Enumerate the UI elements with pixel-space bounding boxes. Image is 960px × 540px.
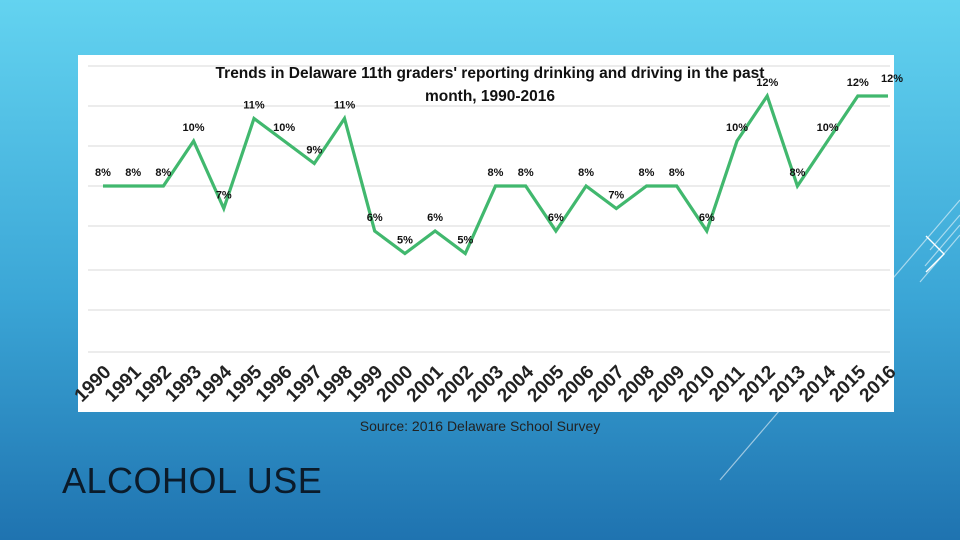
data-label: 9% — [306, 145, 322, 157]
data-label: 8% — [639, 167, 655, 179]
data-points — [102, 95, 889, 254]
data-label: 8% — [578, 167, 594, 179]
x-tick-label: 2016 — [856, 362, 901, 407]
data-label: 6% — [367, 212, 383, 224]
data-label: 7% — [608, 190, 624, 202]
data-label: 6% — [699, 212, 715, 224]
data-label: 8% — [488, 167, 504, 179]
data-label: 8% — [669, 167, 685, 179]
chart-title-line-1: Trends in Delaware 11th graders' reporti… — [216, 65, 765, 82]
chart-grid — [88, 65, 890, 353]
data-label: 7% — [216, 190, 232, 202]
data-label: 8% — [518, 167, 534, 179]
data-label: 11% — [334, 100, 356, 112]
data-label: 8% — [789, 167, 805, 179]
data-label: 5% — [457, 235, 473, 247]
chevron-right-icon — [925, 235, 945, 273]
data-label: 8% — [155, 167, 171, 179]
data-label: 8% — [95, 167, 111, 179]
data-label: 11% — [243, 100, 265, 112]
data-label: 12% — [881, 73, 903, 85]
data-label: 6% — [548, 212, 564, 224]
data-label: 10% — [273, 122, 295, 134]
data-label: 12% — [756, 77, 778, 89]
data-label: 5% — [397, 235, 413, 247]
data-label: 10% — [183, 122, 205, 134]
data-label: 10% — [726, 122, 748, 134]
data-label: 12% — [847, 77, 869, 89]
section-title: ALCOHOL USE — [62, 460, 323, 501]
source-note: Source: 2016 Delaware School Survey — [359, 418, 601, 434]
data-label: 10% — [817, 122, 839, 134]
deco-line-3 — [924, 224, 960, 267]
chart-title-line-2: month, 1990-2016 — [425, 88, 555, 105]
data-label: 6% — [427, 212, 443, 224]
data-label: 8% — [125, 167, 141, 179]
x-tick-labels: 1990199119921993199419951996199719981999… — [71, 361, 901, 406]
data-labels: 8% 8% 8% 10% 7% 11% 10% 9% 11% 6% 5% 6% 5% 8% 8% 6% 8% 7%… — [95, 73, 903, 247]
